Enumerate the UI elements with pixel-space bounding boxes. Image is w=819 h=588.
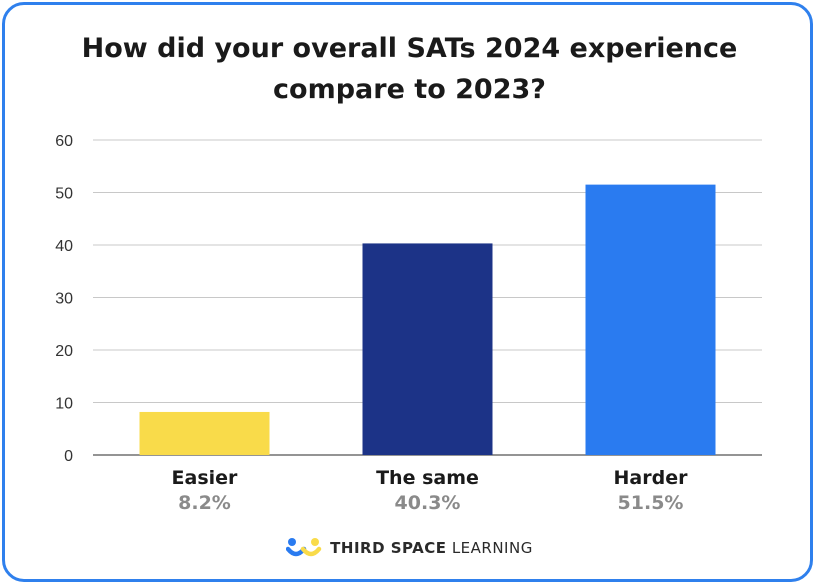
y-tick-label: 40	[55, 238, 73, 255]
bar-harder	[585, 184, 716, 455]
brand-name-bold: THIRD SPACE	[330, 539, 447, 557]
y-tick-label: 20	[55, 343, 73, 360]
chart-title-line-2: compare to 2023?	[273, 74, 546, 105]
x-tick-label: Easier	[172, 467, 239, 489]
y-tick-label: 50	[55, 186, 73, 203]
third-space-learning-logo-icon	[286, 538, 322, 557]
y-tick-label: 0	[64, 448, 73, 465]
y-tick-label: 10	[55, 396, 73, 413]
data-label: 8.2%	[178, 492, 231, 514]
bar-easier	[139, 411, 270, 455]
y-tick-label: 60	[55, 133, 73, 150]
brand-name: THIRD SPACE LEARNING	[330, 539, 533, 557]
data-label: 40.3%	[395, 492, 461, 514]
data-label: 51.5%	[618, 492, 684, 514]
brand-footer: THIRD SPACE LEARNING	[0, 536, 819, 560]
x-tick-label: Harder	[614, 467, 689, 489]
y-tick-label: 30	[55, 291, 73, 308]
chart-title-line-1: How did your overall SATs 2024 experienc…	[81, 33, 738, 64]
bar-the-same	[362, 243, 493, 455]
brand-name-light: LEARNING	[451, 539, 533, 557]
chart-title: How did your overall SATs 2024 experienc…	[0, 28, 819, 110]
x-tick-label: The same	[376, 467, 479, 489]
